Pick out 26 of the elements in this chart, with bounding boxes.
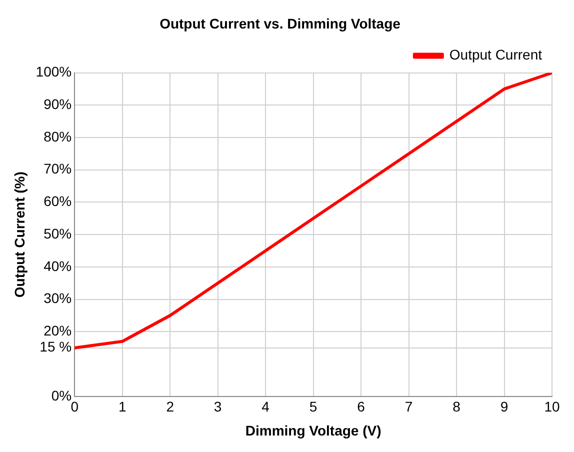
x-tick-label: 0: [70, 398, 79, 415]
x-tick-label: 9: [500, 398, 508, 415]
legend-label: Output Current: [449, 46, 542, 63]
y-tick-label: 80%: [44, 128, 72, 144]
x-tick-label: 8: [452, 398, 461, 415]
y-tick-label: 60%: [44, 193, 72, 210]
x-tick-label: 3: [214, 398, 222, 415]
y-tick-label: 90%: [44, 96, 72, 112]
y-tick-label: 30%: [44, 290, 72, 306]
y-tick-label: 20%: [44, 322, 72, 339]
y-tick-label: 15 %: [40, 338, 72, 355]
x-axis-title: Dimming Voltage (V): [245, 422, 382, 438]
y-tick-label: 70%: [44, 160, 72, 177]
y-tick-label: 40%: [44, 258, 72, 274]
x-tick-label: 7: [404, 398, 413, 415]
x-tick-label: 1: [118, 398, 126, 415]
y-tick-label: 100%: [36, 64, 72, 80]
x-tick-label: 2: [166, 398, 174, 415]
y-tick-label: 50%: [44, 225, 72, 242]
x-tick-label: 10: [544, 398, 560, 415]
x-tick-label: 6: [357, 398, 366, 415]
x-tick-label: 4: [262, 398, 270, 415]
x-tick-label: 5: [309, 398, 318, 415]
y-tick-label: 0%: [51, 387, 72, 404]
chart-title: Output Current vs. Dimming Voltage: [160, 15, 401, 32]
y-axis-title: Output Current (%): [11, 172, 28, 298]
